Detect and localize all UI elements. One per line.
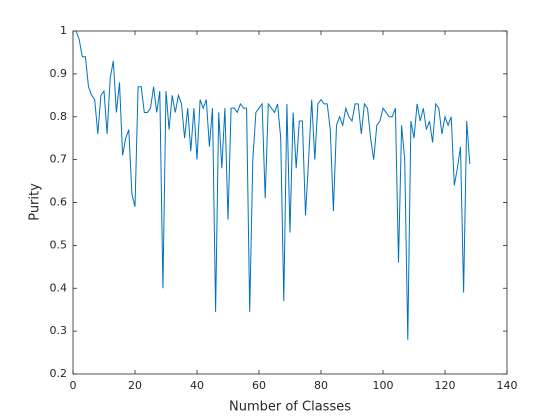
x-tick-label: 120 xyxy=(435,379,456,392)
y-axis-label: Purity xyxy=(28,183,43,221)
x-tick-label: 60 xyxy=(252,379,266,392)
y-tick-label: 0.5 xyxy=(50,238,68,251)
plot-area xyxy=(72,30,508,375)
y-tick-label: 1 xyxy=(60,24,67,37)
y-tick-label: 0.4 xyxy=(50,281,68,294)
y-tick-label: 0.6 xyxy=(50,196,68,209)
x-tick-label: 0 xyxy=(70,379,77,392)
y-tick-label: 0.7 xyxy=(50,153,68,166)
y-tick-label: 0.8 xyxy=(50,110,68,123)
y-tick-label: 0.9 xyxy=(50,67,68,80)
x-tick-label: 80 xyxy=(314,379,328,392)
x-tick-label: 140 xyxy=(497,379,518,392)
data-line xyxy=(75,30,471,340)
x-tick-label: 20 xyxy=(128,379,142,392)
y-tick-label: 0.3 xyxy=(50,324,68,337)
y-tick-label: 0.2 xyxy=(50,367,68,380)
x-tick-label: 100 xyxy=(373,379,394,392)
x-tick-label: 40 xyxy=(190,379,204,392)
x-axis-label: Number of Classes xyxy=(229,400,351,415)
